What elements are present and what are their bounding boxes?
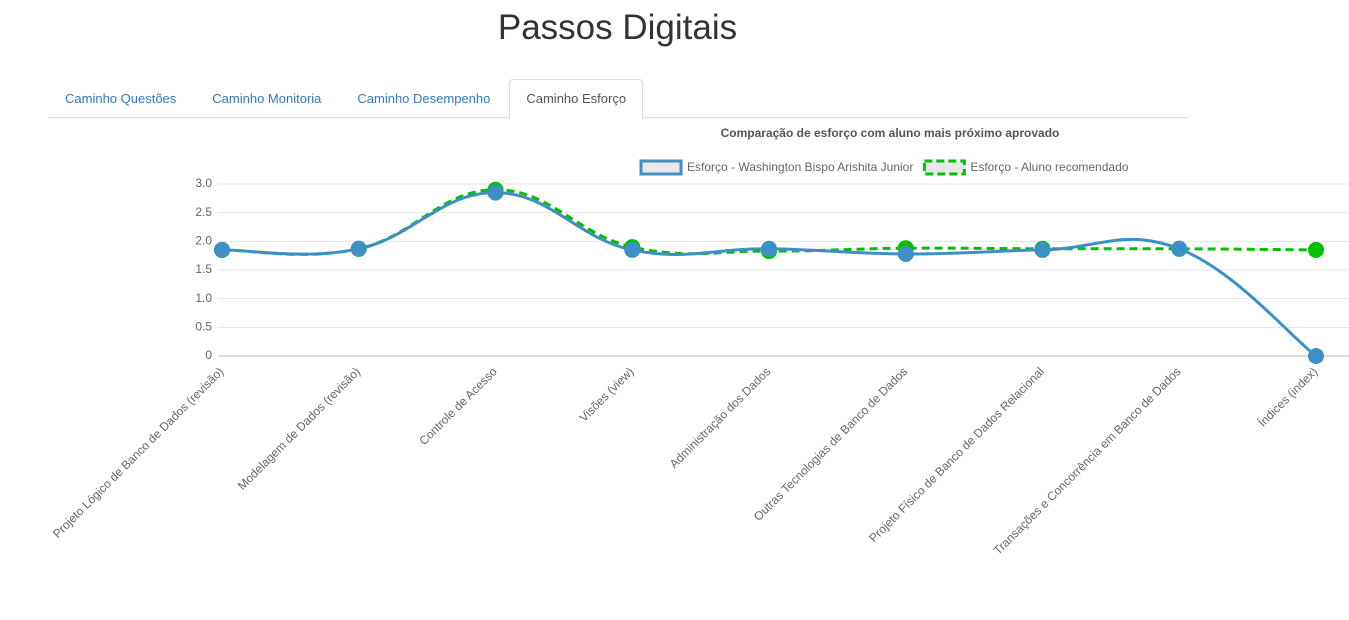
legend-label: Esforço - Aluno recomendado	[970, 160, 1128, 174]
tab[interactable]: Caminho Questões	[65, 91, 177, 106]
data-point	[624, 241, 641, 258]
x-tick-label: Modelagem de Dados (revisão)	[235, 364, 363, 492]
legend-label: Esforço - Washington Bispo Arishita Juni…	[687, 160, 913, 174]
tab[interactable]: Caminho Monitoria	[212, 91, 322, 106]
x-tick-label: Índices (index)	[1255, 364, 1321, 430]
x-tick-label: Outras Tecnologias de Banco de Dados	[751, 364, 910, 523]
x-tick-label: Administração dos Dados	[667, 364, 774, 471]
y-tick-label: 0	[205, 348, 212, 362]
legend-swatch	[639, 159, 683, 176]
data-point	[1171, 240, 1188, 257]
x-tick-label: Controle de Acesso	[416, 364, 500, 448]
y-tick-label: 1.0	[195, 291, 212, 305]
data-point	[1034, 241, 1051, 258]
data-point	[761, 240, 777, 257]
data-point	[1308, 241, 1324, 258]
y-tick-label: 2.5	[195, 205, 212, 219]
data-point	[350, 240, 367, 257]
y-tick-label: 0.5	[195, 320, 212, 334]
data-point	[897, 245, 914, 262]
chart-title: Comparação de esforço com aluno mais pró…	[721, 126, 1060, 140]
data-point	[487, 184, 504, 201]
data-point	[214, 241, 230, 258]
tab[interactable]: Caminho Desempenho	[357, 91, 491, 106]
x-tick-label: Projeto Lógico de Banco de Dados (revisã…	[50, 364, 226, 540]
tab[interactable]: Caminho Esforço	[509, 79, 644, 120]
page-title: Passos Digitais	[497, 8, 738, 47]
tab-bar: Caminho Questões Caminho Monitoria Caminho…	[48, 79, 1188, 120]
y-tick-label: 2.0	[195, 234, 212, 248]
legend-swatch	[922, 159, 966, 176]
x-tick-label: Visões (view)	[576, 364, 636, 424]
series-line	[221, 191, 1317, 358]
y-tick-label: 1.5	[195, 262, 212, 276]
y-tick-label: 3.0	[195, 176, 212, 190]
data-point	[1308, 348, 1324, 364]
